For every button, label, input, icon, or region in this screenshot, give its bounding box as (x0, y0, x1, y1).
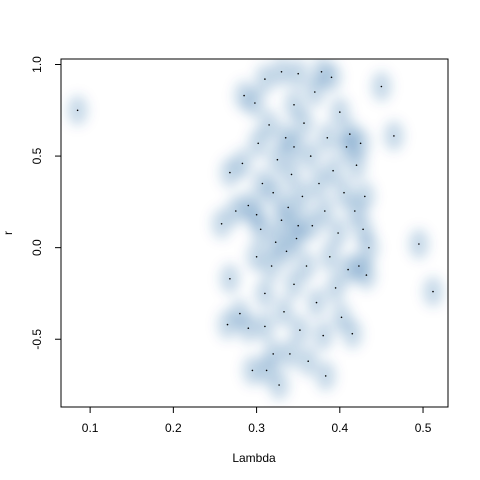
data-point (337, 232, 339, 234)
data-point (229, 278, 231, 280)
data-point (264, 325, 266, 328)
y-tick-label: -0.5 (30, 329, 44, 350)
density-cloud (67, 59, 443, 400)
data-point (393, 135, 395, 137)
data-point (295, 237, 298, 240)
data-point (241, 162, 244, 165)
data-point (380, 85, 383, 88)
data-point (272, 353, 275, 355)
data-point (324, 375, 327, 377)
data-point (297, 224, 300, 227)
data-point (290, 173, 293, 176)
data-point (339, 111, 341, 113)
data-point (255, 213, 258, 216)
y-tick-label: 1.0 (30, 56, 44, 73)
data-point (311, 224, 314, 227)
data-point (418, 243, 420, 245)
data-point (226, 323, 229, 326)
data-point (289, 353, 291, 355)
data-point (432, 290, 434, 293)
data-point (287, 206, 290, 209)
data-point (235, 210, 237, 212)
data-point (297, 72, 300, 75)
data-point (293, 104, 295, 106)
data-point (254, 102, 256, 104)
data-point (243, 94, 245, 97)
data-point (255, 255, 258, 258)
data-point (332, 169, 334, 172)
data-points (76, 71, 434, 386)
data-point (76, 109, 79, 112)
data-point (343, 191, 345, 194)
x-tick-label: 0.3 (248, 421, 265, 435)
data-point (355, 164, 358, 166)
data-point (365, 274, 368, 276)
data-point (354, 210, 356, 212)
data-point (322, 334, 325, 337)
data-point (347, 268, 349, 271)
data-point (364, 195, 366, 198)
data-point (309, 155, 312, 157)
data-point (261, 182, 264, 185)
data-point (280, 219, 283, 221)
data-point (303, 122, 305, 124)
data-point (330, 76, 333, 79)
x-tick-label: 0.1 (82, 421, 99, 435)
data-point (274, 241, 277, 243)
data-point (257, 142, 260, 145)
data-point (362, 228, 364, 231)
x-axis: 0.1 0.2 0.3 0.4 0.5 (82, 406, 432, 435)
x-tick-label: 0.2 (165, 421, 182, 435)
data-point (229, 171, 231, 174)
data-point (278, 384, 280, 386)
data-point (270, 265, 273, 267)
x-tick-label: 0.5 (415, 421, 432, 435)
data-point (368, 246, 370, 249)
data-point (345, 146, 348, 148)
data-point (301, 195, 304, 198)
data-point (299, 329, 301, 331)
data-point (284, 137, 287, 139)
data-point (334, 287, 337, 289)
data-point (349, 133, 351, 135)
data-point (293, 146, 295, 148)
data-point (247, 204, 250, 207)
data-point (318, 182, 320, 185)
data-point (280, 71, 283, 73)
data-point (264, 78, 266, 80)
data-point (326, 137, 329, 139)
y-tick-label: 0.0 (30, 239, 44, 256)
data-point (285, 250, 288, 253)
data-point (315, 301, 318, 304)
data-point (324, 210, 326, 212)
data-point (305, 265, 308, 267)
data-point (307, 360, 310, 363)
data-point (340, 316, 343, 319)
data-point (276, 158, 279, 161)
density-blob (271, 59, 292, 87)
data-point (314, 91, 316, 93)
data-point (283, 311, 285, 313)
data-point (358, 265, 360, 267)
data-point (239, 312, 241, 315)
data-point (320, 71, 323, 73)
data-point (351, 332, 354, 335)
data-point (268, 124, 270, 126)
x-tick-label: 0.4 (331, 421, 348, 435)
data-point (247, 327, 250, 330)
y-axis-label: r (1, 231, 15, 235)
data-point (265, 369, 268, 372)
data-point (272, 191, 275, 194)
x-axis-label: Lambda (232, 451, 276, 465)
y-tick-label: 0.5 (30, 147, 44, 164)
y-axis: -0.5 0.0 0.5 1.0 (30, 56, 62, 350)
data-point (251, 369, 254, 372)
data-point (220, 223, 223, 225)
data-point (329, 255, 331, 258)
data-point (259, 228, 262, 231)
data-point (293, 283, 295, 286)
data-point (264, 292, 266, 295)
data-point (359, 142, 362, 145)
